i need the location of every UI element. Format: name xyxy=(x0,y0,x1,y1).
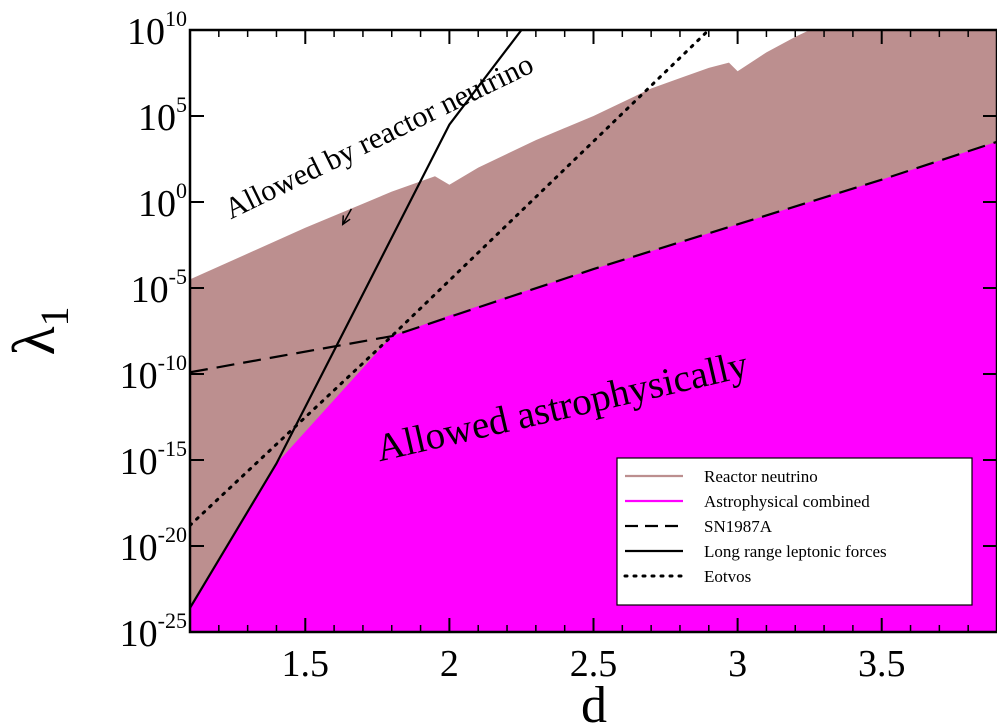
y-axis-title-symbol: λ xyxy=(1,326,67,355)
x-tick-label: 3 xyxy=(728,643,747,685)
axis-ticks: 1.5 2 2.5 3 3.5 1010 105 100 10-5 10-10 10-15 10-20… xyxy=(120,6,997,685)
line-sn1987a xyxy=(190,140,997,374)
annotation-arrow xyxy=(342,208,353,225)
x-tick-label: 2 xyxy=(440,643,459,685)
x-tick-label: 1.5 xyxy=(282,643,330,685)
line-eotvos xyxy=(190,30,711,527)
y-tick-label: 10-5 xyxy=(131,264,187,311)
y-tick-label: 1010 xyxy=(127,6,187,53)
y-tick-label: 105 xyxy=(138,92,187,139)
y-axis-title: λ1 xyxy=(1,306,77,355)
legend-label-astrophysical-combined: Astrophysical combined xyxy=(704,492,870,511)
x-tick-label: 3.5 xyxy=(858,643,906,685)
y-tick-label: 100 xyxy=(138,178,187,225)
y-tick-label: 10-10 xyxy=(120,350,187,397)
x-axis-title: d xyxy=(581,677,607,725)
y-axis-title-subscript: 1 xyxy=(32,306,77,326)
y-tick-label: 10-15 xyxy=(120,436,187,483)
x-tick-label: 2.5 xyxy=(570,643,618,685)
legend-label-sn1987a: SN1987A xyxy=(704,517,773,536)
legend: Reactor neutrino Astrophysical combined SN… xyxy=(616,457,973,606)
legend-box xyxy=(616,457,973,606)
legend-label-long-range-leptonic-forces: Long range leptonic forces xyxy=(704,542,887,561)
line-long-range-leptonic-forces xyxy=(190,30,523,609)
legend-label-eotvos: Eotvos xyxy=(704,567,751,586)
legend-label-reactor-neutrino: Reactor neutrino xyxy=(704,467,818,486)
y-tick-label: 10-20 xyxy=(120,522,187,569)
annotation-arrowhead xyxy=(341,215,351,226)
y-tick-label: 10-25 xyxy=(120,608,187,655)
svg-text:λ1: λ1 xyxy=(1,306,77,355)
